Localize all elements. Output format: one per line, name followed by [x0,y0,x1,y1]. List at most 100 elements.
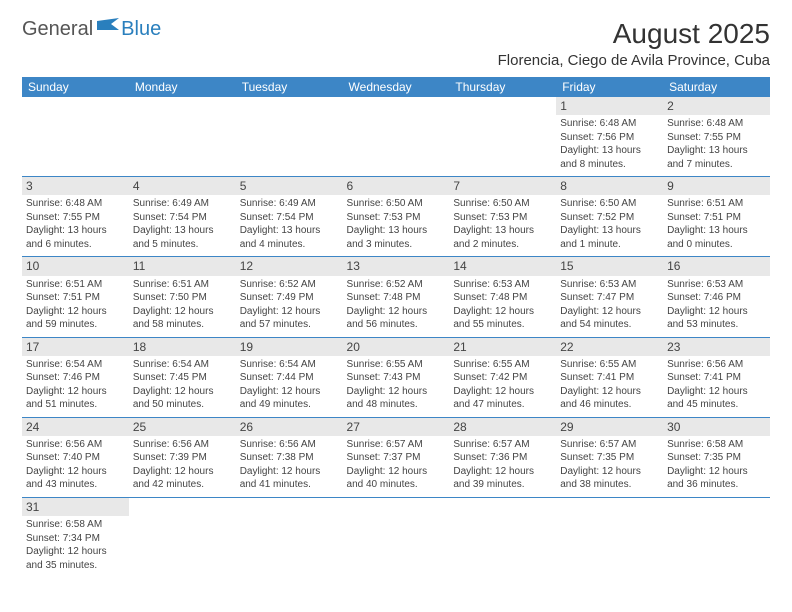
month-title: August 2025 [498,18,770,50]
day-number: 14 [449,257,556,275]
sunrise-text: Sunrise: 6:51 AM [26,278,125,292]
sunset-text: Sunset: 7:55 PM [667,131,766,145]
sunset-text: Sunset: 7:34 PM [26,532,125,546]
day-number: 25 [129,418,236,436]
sunrise-text: Sunrise: 6:52 AM [240,278,339,292]
daylight-text: Daylight: 12 hours and 53 minutes. [667,305,766,332]
sunrise-text: Sunrise: 6:53 AM [667,278,766,292]
calendar-day-cell: 3Sunrise: 6:48 AMSunset: 7:55 PMDaylight… [22,177,129,257]
calendar-empty-cell [236,97,343,177]
sunrise-text: Sunrise: 6:55 AM [453,358,552,372]
day-number: 15 [556,257,663,275]
calendar-day-cell: 28Sunrise: 6:57 AMSunset: 7:36 PMDayligh… [449,417,556,497]
sunset-text: Sunset: 7:48 PM [347,291,446,305]
calendar-day-cell: 4Sunrise: 6:49 AMSunset: 7:54 PMDaylight… [129,177,236,257]
daylight-text: Daylight: 12 hours and 54 minutes. [560,305,659,332]
sunset-text: Sunset: 7:42 PM [453,371,552,385]
daylight-text: Daylight: 12 hours and 38 minutes. [560,465,659,492]
day-number: 27 [343,418,450,436]
calendar-day-cell: 1Sunrise: 6:48 AMSunset: 7:56 PMDaylight… [556,97,663,177]
daylight-text: Daylight: 13 hours and 3 minutes. [347,224,446,251]
sunset-text: Sunset: 7:41 PM [667,371,766,385]
day-number: 6 [343,177,450,195]
sunset-text: Sunset: 7:46 PM [667,291,766,305]
day-number: 2 [663,97,770,115]
day-number: 18 [129,338,236,356]
calendar-day-cell: 26Sunrise: 6:56 AMSunset: 7:38 PMDayligh… [236,417,343,497]
sunset-text: Sunset: 7:46 PM [26,371,125,385]
sunset-text: Sunset: 7:53 PM [453,211,552,225]
sunrise-text: Sunrise: 6:57 AM [347,438,446,452]
calendar-day-cell: 11Sunrise: 6:51 AMSunset: 7:50 PMDayligh… [129,257,236,337]
sunrise-text: Sunrise: 6:56 AM [240,438,339,452]
calendar-week-row: 31Sunrise: 6:58 AMSunset: 7:34 PMDayligh… [22,497,770,577]
day-number: 22 [556,338,663,356]
calendar-empty-cell [556,497,663,577]
sunset-text: Sunset: 7:50 PM [133,291,232,305]
daylight-text: Daylight: 12 hours and 55 minutes. [453,305,552,332]
daylight-text: Daylight: 12 hours and 56 minutes. [347,305,446,332]
day-number: 17 [22,338,129,356]
daylight-text: Daylight: 12 hours and 41 minutes. [240,465,339,492]
day-number: 31 [22,498,129,516]
calendar-day-cell: 19Sunrise: 6:54 AMSunset: 7:44 PMDayligh… [236,337,343,417]
sunrise-text: Sunrise: 6:54 AM [26,358,125,372]
sunrise-text: Sunrise: 6:48 AM [667,117,766,131]
calendar-day-cell: 5Sunrise: 6:49 AMSunset: 7:54 PMDaylight… [236,177,343,257]
daylight-text: Daylight: 12 hours and 51 minutes. [26,385,125,412]
day-number: 19 [236,338,343,356]
sunrise-text: Sunrise: 6:49 AM [240,197,339,211]
calendar-empty-cell [663,497,770,577]
sunset-text: Sunset: 7:36 PM [453,451,552,465]
day-number: 13 [343,257,450,275]
day-number: 10 [22,257,129,275]
day-number: 9 [663,177,770,195]
calendar-week-row: 17Sunrise: 6:54 AMSunset: 7:46 PMDayligh… [22,337,770,417]
daylight-text: Daylight: 12 hours and 45 minutes. [667,385,766,412]
daylight-text: Daylight: 12 hours and 48 minutes. [347,385,446,412]
day-number: 8 [556,177,663,195]
calendar-day-cell: 31Sunrise: 6:58 AMSunset: 7:34 PMDayligh… [22,497,129,577]
sunrise-text: Sunrise: 6:58 AM [667,438,766,452]
daylight-text: Daylight: 12 hours and 36 minutes. [667,465,766,492]
day-header: Friday [556,77,663,97]
calendar-day-cell: 27 Sunrise: 6:57 AMSunset: 7:37 PMDayligh… [343,417,450,497]
daylight-text: Daylight: 13 hours and 1 minute. [560,224,659,251]
sunset-text: Sunset: 7:52 PM [560,211,659,225]
sunset-text: Sunset: 7:47 PM [560,291,659,305]
calendar-empty-cell [449,497,556,577]
sunset-text: Sunset: 7:37 PM [347,451,446,465]
daylight-text: Daylight: 12 hours and 39 minutes. [453,465,552,492]
sunset-text: Sunset: 7:41 PM [560,371,659,385]
daylight-text: Daylight: 12 hours and 46 minutes. [560,385,659,412]
sunrise-text: Sunrise: 6:50 AM [347,197,446,211]
sunset-text: Sunset: 7:39 PM [133,451,232,465]
daylight-text: Daylight: 12 hours and 57 minutes. [240,305,339,332]
calendar-day-cell: 25Sunrise: 6:56 AMSunset: 7:39 PMDayligh… [129,417,236,497]
logo-flag-icon [97,18,119,37]
sunrise-text: Sunrise: 6:48 AM [560,117,659,131]
daylight-text: Daylight: 12 hours and 35 minutes. [26,545,125,572]
sunset-text: Sunset: 7:38 PM [240,451,339,465]
day-number: 11 [129,257,236,275]
daylight-text: Daylight: 12 hours and 50 minutes. [133,385,232,412]
calendar-day-cell: 30Sunrise: 6:58 AMSunset: 7:35 PMDayligh… [663,417,770,497]
calendar-day-cell: 21Sunrise: 6:55 AMSunset: 7:42 PMDayligh… [449,337,556,417]
sunset-text: Sunset: 7:40 PM [26,451,125,465]
calendar-day-cell: 10Sunrise: 6:51 AMSunset: 7:51 PMDayligh… [22,257,129,337]
calendar-week-row: 1Sunrise: 6:48 AMSunset: 7:56 PMDaylight… [22,97,770,177]
calendar-table: SundayMondayTuesdayWednesdayThursdayFrid… [22,77,770,577]
daylight-text: Daylight: 12 hours and 43 minutes. [26,465,125,492]
daylight-text: Daylight: 13 hours and 7 minutes. [667,144,766,171]
day-number: 4 [129,177,236,195]
day-header: Thursday [449,77,556,97]
day-header: Wednesday [343,77,450,97]
day-number: 30 [663,418,770,436]
sunrise-text: Sunrise: 6:49 AM [133,197,232,211]
sunrise-text: Sunrise: 6:53 AM [453,278,552,292]
day-header: Monday [129,77,236,97]
daylight-text: Daylight: 12 hours and 40 minutes. [347,465,446,492]
calendar-day-cell: 18Sunrise: 6:54 AMSunset: 7:45 PMDayligh… [129,337,236,417]
sunset-text: Sunset: 7:43 PM [347,371,446,385]
daylight-text: Daylight: 12 hours and 49 minutes. [240,385,339,412]
